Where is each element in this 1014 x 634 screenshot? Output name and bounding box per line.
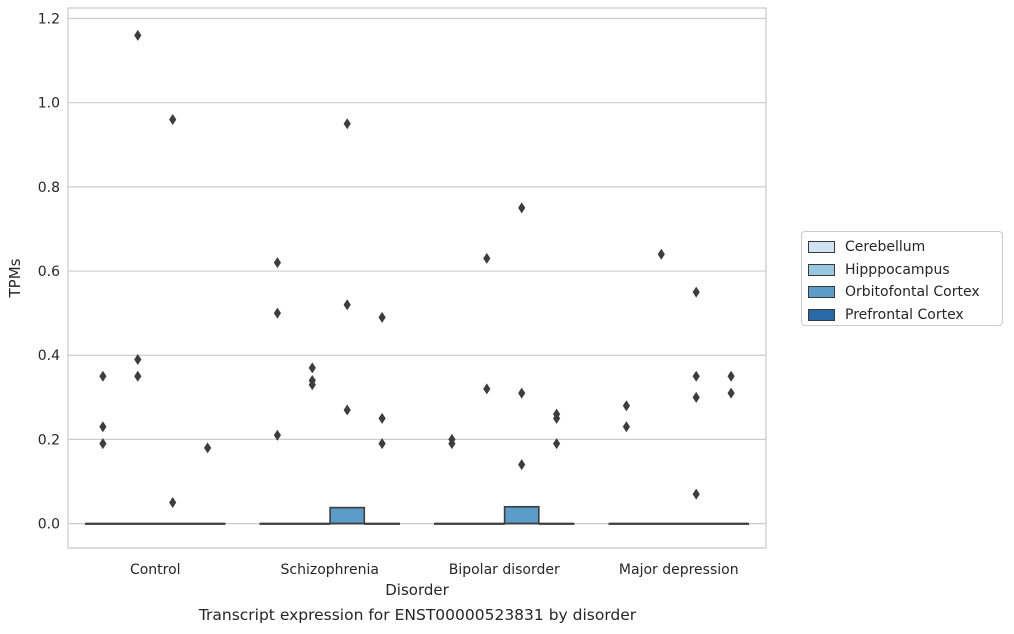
outlier-point	[553, 438, 561, 450]
y-tick-label: 0.8	[38, 180, 60, 196]
box	[329, 506, 366, 525]
box-group	[713, 370, 750, 525]
outlier-point	[518, 202, 526, 214]
outlier-point	[134, 353, 142, 365]
x-tick-label: Schizophrenia	[281, 562, 379, 578]
outlier-point	[378, 438, 386, 450]
outlier-point	[518, 387, 526, 399]
x-tick-labels: Control Schizophrenia Bipolar disorder Majo…	[130, 562, 739, 578]
outlier-point	[134, 370, 142, 382]
box	[503, 505, 540, 525]
outlier-point	[308, 362, 316, 374]
legend-item: Cerebellum	[808, 236, 1002, 259]
outlier-point	[343, 118, 351, 130]
box-group	[433, 433, 470, 525]
grid-lines	[68, 17, 766, 525]
box-group	[503, 202, 540, 525]
outlier-point	[308, 379, 316, 391]
y-tick-labels: 0.0 0.2 0.4 0.6 0.8 1.0 1.2	[38, 12, 60, 533]
box-group	[538, 408, 575, 525]
outlier-point	[204, 442, 212, 454]
outlier-point	[518, 459, 526, 471]
box-group	[294, 362, 331, 525]
outlier-point	[727, 370, 735, 382]
box-group	[678, 286, 715, 525]
chart-caption: Transcript expression for ENST0000052383…	[198, 606, 637, 624]
y-tick-label: 0.6	[38, 264, 60, 280]
outlier-point	[343, 299, 351, 311]
legend-item: Orbitofontal Cortex	[808, 281, 1002, 304]
x-axis-label: Disorder	[385, 581, 449, 599]
outlier-point	[273, 429, 281, 441]
outlier-point	[692, 488, 700, 500]
outlier-point	[99, 438, 107, 450]
legend-item: Hipppocampus	[808, 259, 1002, 282]
y-tick-label: 0.2	[38, 432, 60, 448]
box-group	[259, 257, 296, 525]
legend-label: Orbitofontal Cortex	[845, 284, 980, 301]
outlier-point	[483, 252, 491, 264]
outlier-point	[99, 370, 107, 382]
x-tick-label: Bipolar disorder	[449, 562, 560, 578]
outlier-point	[378, 311, 386, 323]
outlier-point	[553, 412, 561, 424]
box-group	[84, 370, 121, 525]
outlier-point	[692, 286, 700, 298]
legend-swatch	[808, 286, 835, 299]
outlier-point	[483, 383, 491, 395]
outlier-point	[99, 421, 107, 433]
box-group	[154, 114, 191, 525]
plot-frame	[67, 7, 767, 549]
legend-swatch	[808, 241, 835, 254]
outlier-point	[343, 404, 351, 416]
outlier-point	[692, 370, 700, 382]
y-tick-label: 1.0	[38, 96, 60, 112]
legend-label: Hipppocampus	[845, 261, 950, 278]
outlier-point	[727, 387, 735, 399]
outlier-point	[134, 29, 142, 41]
box-group	[189, 442, 226, 525]
legend-label: Cerebellum	[845, 239, 926, 256]
y-axis-label: TPMs	[6, 258, 24, 298]
x-tick-label: Major depression	[619, 562, 739, 578]
plot-area	[84, 29, 750, 525]
y-tick-label: 1.2	[38, 12, 60, 28]
outlier-point	[273, 257, 281, 269]
outlier-point	[273, 307, 281, 319]
box-group	[329, 118, 366, 525]
outlier-point	[692, 391, 700, 403]
box-group	[608, 400, 645, 525]
outlier-point	[448, 438, 456, 450]
outlier-point	[378, 412, 386, 424]
y-tick-label: 0.4	[38, 348, 60, 364]
box-group	[643, 248, 680, 525]
legend-label: Prefrontal Cortex	[845, 306, 964, 323]
box-group	[364, 311, 401, 525]
legend-swatch	[808, 263, 835, 276]
legend-swatch	[808, 308, 835, 321]
outlier-point	[169, 114, 177, 126]
outlier-point	[622, 421, 630, 433]
outlier-point	[622, 400, 630, 412]
y-tick-label: 0.0	[38, 517, 60, 533]
legend-item: Prefrontal Cortex	[808, 304, 1002, 327]
outlier-point	[657, 248, 665, 260]
legend: Cerebellum Hipppocampus Orbitofontal Corte…	[801, 231, 1003, 326]
box-group	[119, 29, 156, 525]
box-group	[468, 252, 505, 525]
outlier-point	[169, 497, 177, 509]
x-tick-label: Control	[130, 562, 181, 578]
